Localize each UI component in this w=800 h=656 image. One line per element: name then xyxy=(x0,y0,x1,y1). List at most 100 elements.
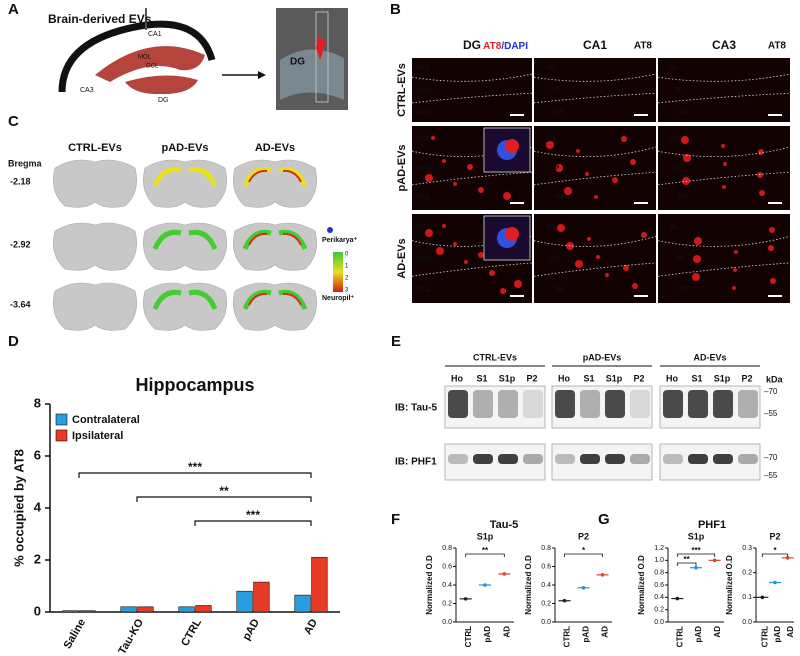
tau-signal xyxy=(733,268,737,272)
mean-dot xyxy=(581,585,586,590)
layer-label: GCL xyxy=(416,194,432,201)
hippocampus-map xyxy=(152,289,182,311)
layer-label: GCL xyxy=(416,64,432,71)
bar xyxy=(195,605,212,613)
tau-signal xyxy=(442,224,446,228)
significance-label: ** xyxy=(482,546,489,555)
panel-label: F xyxy=(391,511,400,528)
tau-signal xyxy=(681,136,689,144)
inset-label: DG xyxy=(290,57,305,68)
band xyxy=(555,454,575,464)
x-tick-label: AD xyxy=(302,617,320,637)
tau-signal xyxy=(769,227,775,233)
hippocampus-map xyxy=(188,166,218,188)
panel-label: D xyxy=(8,333,19,350)
x-tick-label: Saline xyxy=(62,617,89,651)
x-tick-label: Tau-KO xyxy=(116,617,146,656)
tau-signal xyxy=(623,265,629,271)
layer-label: SP xyxy=(550,165,560,172)
lane-label: Ho xyxy=(558,373,570,383)
tau-signal xyxy=(758,149,764,155)
row-label: pAD-EVs xyxy=(396,144,408,191)
layer-label: SP xyxy=(550,87,560,94)
tau-signal xyxy=(436,247,444,255)
band xyxy=(663,390,683,418)
layer-boundary xyxy=(533,146,657,157)
y-tick-label: 0.2 xyxy=(541,600,551,607)
scale-bar xyxy=(634,114,648,116)
hippocampus-core xyxy=(282,292,302,306)
scale-bar xyxy=(768,114,782,116)
hippocampus-core xyxy=(282,169,302,183)
bar xyxy=(253,581,270,613)
blot-label: IB: Tau-5 xyxy=(395,403,437,414)
layer-label: SP xyxy=(550,255,560,262)
y-tick-label: 0.3 xyxy=(742,545,752,552)
tau-signal xyxy=(575,260,583,268)
layer-label: GCL xyxy=(416,224,432,231)
dg-region xyxy=(125,75,198,95)
layer-boundary xyxy=(411,146,533,157)
mean-dot xyxy=(562,598,567,603)
band xyxy=(605,390,625,418)
layer-label: SR xyxy=(554,109,564,116)
zoom-tau xyxy=(505,139,519,153)
brain-section xyxy=(53,282,137,331)
tau-signal xyxy=(723,162,727,166)
layer-boundary xyxy=(411,235,533,247)
tau-signal xyxy=(682,177,690,185)
panel-label: A xyxy=(8,1,19,18)
tau-signal xyxy=(693,255,701,263)
tau-signal xyxy=(500,288,506,294)
layer-label: SO xyxy=(678,109,689,116)
tau-signal xyxy=(478,252,484,258)
significance-bracket xyxy=(465,553,505,557)
scale-bar xyxy=(634,202,648,204)
tau-signal xyxy=(425,229,433,237)
arrow-head xyxy=(258,71,266,79)
panel-label: B xyxy=(390,1,401,18)
micrograph xyxy=(658,214,790,303)
tau-signal xyxy=(425,174,433,182)
layer-boundary xyxy=(411,171,533,186)
column-title: AD-EVs xyxy=(255,142,295,154)
marker-label: –55 xyxy=(764,471,778,480)
band xyxy=(630,454,650,464)
row-label: AD-EVs xyxy=(396,238,408,278)
layer-boundary xyxy=(533,235,657,247)
lane-label: S1 xyxy=(583,373,594,383)
tau-signal xyxy=(503,192,511,200)
significance-bracket xyxy=(564,553,603,557)
significance-label: *** xyxy=(691,546,701,555)
lane-label: S1 xyxy=(476,373,487,383)
lane-label: S1 xyxy=(691,373,702,383)
layer-label: SP xyxy=(674,87,684,94)
marker-label: –55 xyxy=(764,409,778,418)
band xyxy=(498,454,518,464)
y-axis-label: Normalized O.D xyxy=(637,555,646,615)
zoom-tau xyxy=(505,227,519,241)
x-tick-label: AD xyxy=(601,626,610,638)
significance-bracket xyxy=(676,562,697,566)
scale-bar xyxy=(768,295,782,297)
tau-signal xyxy=(576,149,580,153)
hippocampus-core xyxy=(248,292,268,306)
counterstain-name: /DAPI xyxy=(501,41,528,52)
tau-signal xyxy=(546,141,554,149)
layer-boundary xyxy=(533,73,657,82)
hippocampus-map xyxy=(188,289,218,311)
y-tick-label: 0.0 xyxy=(442,619,452,626)
tau-signal xyxy=(596,255,600,259)
column-title: CTRL-EVs xyxy=(68,142,122,154)
group-label: CTRL-EVs xyxy=(473,352,517,362)
bar xyxy=(178,606,195,613)
mean-dot xyxy=(785,556,790,560)
x-tick-label: CTRL xyxy=(760,626,769,647)
region-label: GCL xyxy=(146,64,159,70)
hippocampus-map xyxy=(242,229,272,251)
scale-bar xyxy=(510,114,524,116)
band xyxy=(448,454,468,464)
group-title: PHF1 xyxy=(698,519,726,531)
tau-signal xyxy=(594,195,598,199)
layer-label: SO xyxy=(546,64,557,71)
